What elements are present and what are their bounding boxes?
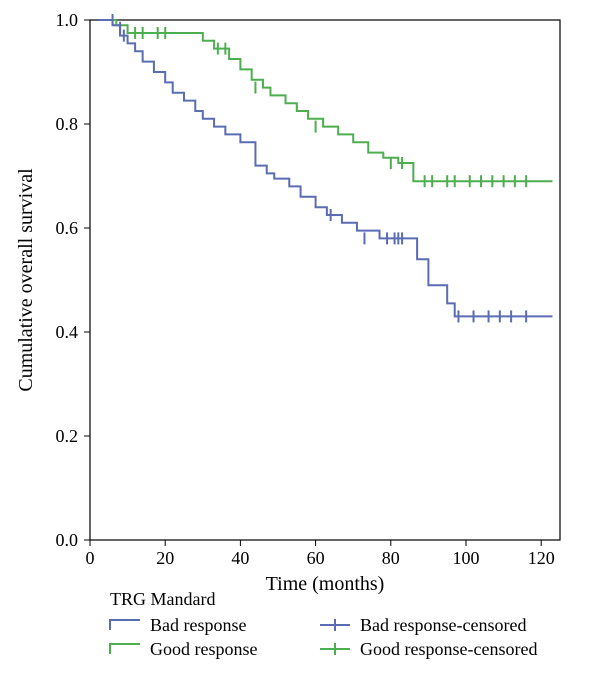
x-tick-label: 100 — [453, 548, 480, 568]
x-tick-label: 0 — [86, 548, 95, 568]
y-tick-label: 0.8 — [56, 114, 79, 134]
chart-svg: 0 20 40 60 80 100 120 0.0 0.2 0.4 0.6 0.8 1.0 Time (m… — [0, 0, 600, 690]
bad-step-swatch — [110, 620, 140, 630]
x-axis-label: Time (months) — [266, 573, 385, 595]
legend-label-good-step: Good response — [150, 639, 257, 659]
x-tick-label: 40 — [231, 548, 249, 568]
legend-label-bad-step: Bad response — [150, 615, 246, 635]
plot-area — [90, 20, 560, 540]
x-tick-label: 60 — [307, 548, 325, 568]
x-tick-label: 120 — [528, 548, 555, 568]
legend-label-good-cens: Good response-censored — [360, 639, 537, 659]
y-tick-label: 0.4 — [56, 322, 79, 342]
survival-chart: 0 20 40 60 80 100 120 0.0 0.2 0.4 0.6 0.8 1.0 Time (m… — [0, 0, 600, 690]
good-step-swatch — [110, 644, 140, 654]
x-tick-label: 80 — [382, 548, 400, 568]
y-tick-label: 0.2 — [56, 426, 79, 446]
x-tick-label: 20 — [156, 548, 174, 568]
y-tick-label: 0.6 — [56, 218, 79, 238]
y-tick-label: 0.0 — [56, 530, 79, 550]
y-tick-label: 1.0 — [56, 10, 79, 30]
y-axis-label: Cumulative overall survival — [15, 168, 37, 392]
legend-title: TRG Mandard — [110, 589, 215, 609]
legend-label-bad-cens: Bad response-censored — [360, 615, 526, 635]
